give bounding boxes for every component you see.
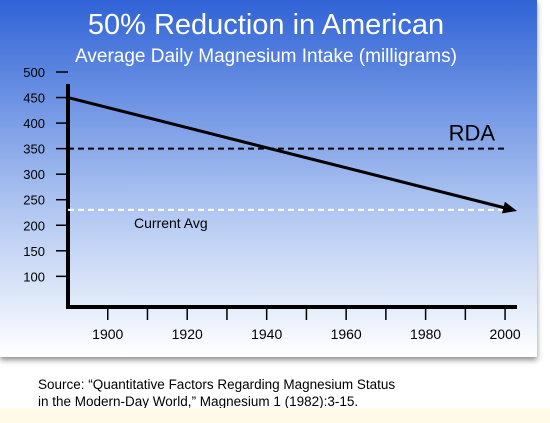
y-tick-label-400: 400 (23, 116, 45, 131)
x-tick-label-1960: 1960 (331, 326, 362, 342)
y-tick-label-150: 150 (23, 244, 45, 259)
y-tick-label-300: 300 (23, 167, 45, 182)
y-tick-label-200: 200 (23, 218, 45, 233)
trend-arrowhead-0 (501, 201, 517, 214)
x-tick-label-1980: 1980 (410, 326, 441, 342)
y-tick-label-500: 500 (23, 65, 45, 80)
chart-panel (0, 0, 537, 357)
source-line-2: in the Modern-Day World,” Magnesium 1 (1… (38, 394, 359, 409)
y-tick-label-100: 100 (23, 269, 45, 284)
x-tick-label-1900: 1900 (92, 326, 123, 342)
y-tick-label-250: 250 (23, 193, 45, 208)
plot-area: 100 150 200 250 300 350 400 450 500 1900 1920 1940 1… (23, 65, 521, 342)
reference-label-1: Current Avg (134, 215, 208, 231)
y-tick-label-350: 350 (23, 142, 45, 157)
chart-subtitle: Average Daily Magnesium Intake (milligra… (75, 46, 457, 67)
y-tick-label-450: 450 (23, 91, 45, 106)
x-tick-label-1920: 1920 (172, 326, 203, 342)
source-line-1: Source: “Quantitative Factors Regarding … (38, 377, 396, 392)
x-tick-label-2000: 2000 (490, 326, 521, 342)
reference-label-0: RDA (449, 121, 496, 146)
chart-title: 50% Reduction in American (88, 9, 444, 41)
x-tick-label-1940: 1940 (251, 326, 282, 342)
trend-line-0 (67, 96, 508, 210)
bottom-strip (0, 408, 550, 423)
